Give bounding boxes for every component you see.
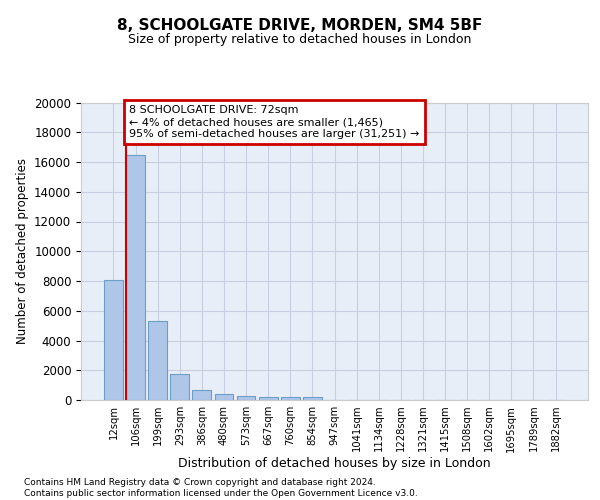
Bar bbox=[193, 390, 211, 400]
Bar bbox=[104, 280, 123, 400]
Bar bbox=[303, 397, 322, 400]
Bar bbox=[259, 396, 278, 400]
X-axis label: Distribution of detached houses by size in London: Distribution of detached houses by size … bbox=[178, 457, 491, 470]
Y-axis label: Number of detached properties: Number of detached properties bbox=[16, 158, 29, 344]
Text: 8 SCHOOLGATE DRIVE: 72sqm
← 4% of detached houses are smaller (1,465)
95% of sem: 8 SCHOOLGATE DRIVE: 72sqm ← 4% of detach… bbox=[130, 106, 420, 138]
Bar bbox=[148, 321, 167, 400]
Bar bbox=[281, 397, 299, 400]
Bar bbox=[236, 396, 256, 400]
Text: 8, SCHOOLGATE DRIVE, MORDEN, SM4 5BF: 8, SCHOOLGATE DRIVE, MORDEN, SM4 5BF bbox=[118, 18, 482, 32]
Bar bbox=[215, 394, 233, 400]
Text: Size of property relative to detached houses in London: Size of property relative to detached ho… bbox=[128, 32, 472, 46]
Text: Contains HM Land Registry data © Crown copyright and database right 2024.
Contai: Contains HM Land Registry data © Crown c… bbox=[24, 478, 418, 498]
Bar bbox=[170, 374, 189, 400]
Bar bbox=[126, 154, 145, 400]
